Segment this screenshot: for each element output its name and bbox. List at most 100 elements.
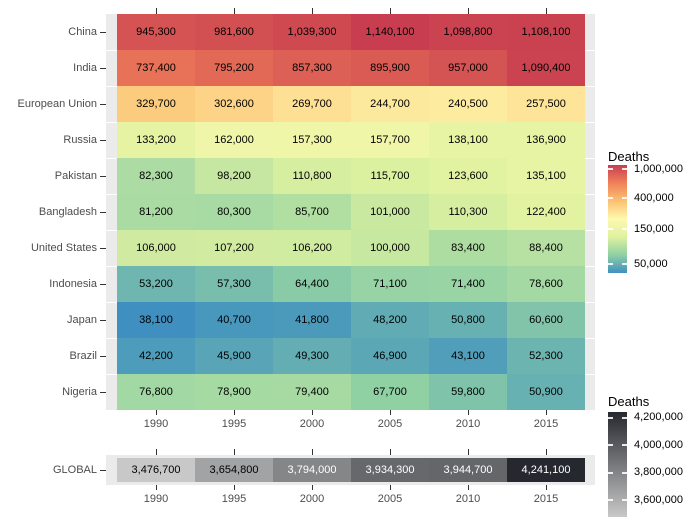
heatmap-cell: 79,400 xyxy=(273,374,351,410)
heatmap-cell: 1,039,300 xyxy=(273,14,351,50)
y-axis-label: Pakistan xyxy=(54,169,97,182)
y-axis-label: China xyxy=(68,25,97,38)
heatmap-cell: 136,900 xyxy=(507,122,585,158)
x-axis-label: 1995 xyxy=(221,418,247,430)
legend-tick-mark xyxy=(622,263,627,266)
heatmap-cell: 78,900 xyxy=(195,374,273,410)
heatmap-cell: 83,400 xyxy=(429,230,507,266)
y-axis-label: Brazil xyxy=(69,349,97,362)
heatmap-cell: 110,300 xyxy=(429,194,507,230)
legend-tick-mark xyxy=(622,228,627,231)
y-axis-label: Russia xyxy=(63,133,97,146)
heatmap-cell: 957,000 xyxy=(429,50,507,86)
legend-tick-mark xyxy=(622,416,627,419)
heatmap-cell: 1,108,100 xyxy=(507,14,585,50)
heatmap-cell: 52,300 xyxy=(507,338,585,374)
y-axis-tick xyxy=(100,283,106,285)
heatmap-cell: 42,200 xyxy=(117,338,195,374)
x-axis-tick-top xyxy=(311,8,313,14)
heatmap-cell: 85,700 xyxy=(273,194,351,230)
heatmap-cell: 76,800 xyxy=(117,374,195,410)
heatmap-cell: 945,300 xyxy=(117,14,195,50)
x-axis-tick-top xyxy=(311,449,313,455)
y-axis-label: Japan xyxy=(67,313,97,326)
legend-tick-label: 400,000 xyxy=(634,191,674,204)
x-axis-tick-top xyxy=(545,449,547,455)
heatmap-cell: 71,100 xyxy=(351,266,429,302)
x-axis-label: 2005 xyxy=(377,493,403,505)
x-axis-tick-bottom xyxy=(233,410,235,415)
x-axis-tick-bottom xyxy=(467,410,469,415)
heatmap-cell: 157,700 xyxy=(351,122,429,158)
heatmap-cell: 71,400 xyxy=(429,266,507,302)
legend-tick-mark xyxy=(622,197,627,200)
heatmap-cell: 122,400 xyxy=(507,194,585,230)
heatmap-cell: 67,700 xyxy=(351,374,429,410)
heatmap-cell: 80,300 xyxy=(195,194,273,230)
x-axis-label: 2000 xyxy=(299,418,325,430)
heatmap-cell: 981,600 xyxy=(195,14,273,50)
x-axis-tick-bottom xyxy=(233,485,235,490)
legend-tick-mark xyxy=(608,263,613,266)
x-axis-tick-bottom xyxy=(311,485,313,490)
heatmap-cell: 857,300 xyxy=(273,50,351,86)
x-axis-label: 1990 xyxy=(143,493,169,505)
legend-tick-mark xyxy=(608,197,613,200)
heatmap-cell: 138,100 xyxy=(429,122,507,158)
global-legend-colorbar xyxy=(608,412,627,517)
legend-tick-mark xyxy=(608,416,613,419)
y-axis-tick xyxy=(100,391,106,393)
y-axis-label: GLOBAL xyxy=(52,463,97,476)
x-axis-tick-top xyxy=(545,8,547,14)
y-axis-label: India xyxy=(73,61,97,74)
heatmap-cell: 162,000 xyxy=(195,122,273,158)
heatmap-cell: 48,200 xyxy=(351,302,429,338)
heatmap-cell: 329,700 xyxy=(117,86,195,122)
heatmap-cell: 302,600 xyxy=(195,86,273,122)
heatmap-cell: 78,600 xyxy=(507,266,585,302)
x-axis-tick-top xyxy=(467,8,469,14)
legend-tick-mark xyxy=(622,168,627,171)
heatmap-cell: 53,200 xyxy=(117,266,195,302)
y-axis-label: European Union xyxy=(17,97,97,110)
heatmap-cell: 133,200 xyxy=(117,122,195,158)
y-axis-label: Indonesia xyxy=(49,277,97,290)
legend-tick-mark xyxy=(608,444,613,447)
legend-tick-label: 4,200,000 xyxy=(634,411,683,424)
y-axis-tick xyxy=(100,211,106,213)
x-axis-label: 2010 xyxy=(455,493,481,505)
heatmap-cell: 57,300 xyxy=(195,266,273,302)
heatmap-cell: 795,200 xyxy=(195,50,273,86)
heatmap-cell: 3,794,000 xyxy=(273,458,351,482)
heatmap-cell: 41,800 xyxy=(273,302,351,338)
legend-tick-label: 4,000,000 xyxy=(634,438,683,451)
heatmap-cell: 49,300 xyxy=(273,338,351,374)
heatmap-cell: 157,300 xyxy=(273,122,351,158)
heatmap-cell: 244,700 xyxy=(351,86,429,122)
heatmap-cell: 1,098,800 xyxy=(429,14,507,50)
x-axis-tick-bottom xyxy=(389,485,391,490)
heatmap-cell: 100,000 xyxy=(351,230,429,266)
legend-tick-mark xyxy=(622,499,627,502)
heatmap-cell: 115,700 xyxy=(351,158,429,194)
heatmap-cell: 60,600 xyxy=(507,302,585,338)
heatmap-cell: 4,241,100 xyxy=(507,458,585,482)
heatmap-cell: 895,900 xyxy=(351,50,429,86)
heatmap-cell: 88,400 xyxy=(507,230,585,266)
heatmap-cell: 3,654,800 xyxy=(195,458,273,482)
legend-tick-mark xyxy=(622,444,627,447)
y-axis-tick xyxy=(100,67,106,69)
x-axis-tick-top xyxy=(155,8,157,14)
y-axis-label: United States xyxy=(30,241,97,254)
x-axis-tick-top xyxy=(155,449,157,455)
x-axis-label: 1995 xyxy=(221,493,247,505)
heatmap-cell: 82,300 xyxy=(117,158,195,194)
heatmap-cell: 98,200 xyxy=(195,158,273,194)
heatmap-cell: 1,140,100 xyxy=(351,14,429,50)
heatmap-cell: 240,500 xyxy=(429,86,507,122)
x-axis-tick-bottom xyxy=(155,410,157,415)
y-axis-tick xyxy=(100,31,106,33)
heatmap-cell: 50,900 xyxy=(507,374,585,410)
x-axis-tick-bottom xyxy=(311,410,313,415)
